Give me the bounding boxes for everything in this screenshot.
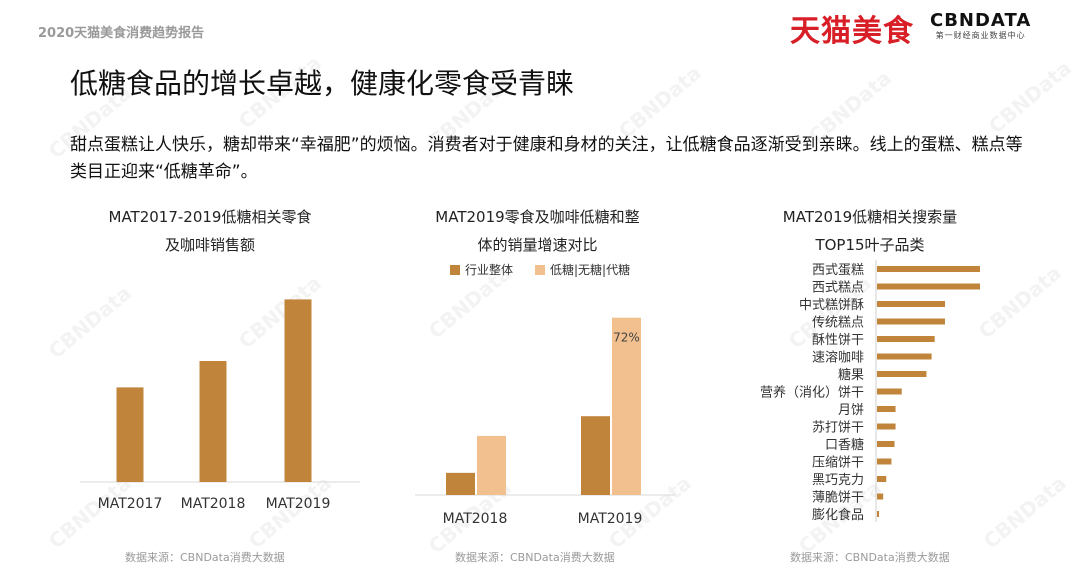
chart3-bar-9 (877, 423, 896, 430)
chart3-bar-6 (877, 371, 927, 377)
chart3-tick-label: 酥性饼干 (812, 333, 864, 348)
chart2-legend-label: 低糖|无糖|代糖 (550, 262, 630, 277)
chart1-tick-label: MAT2019 (266, 496, 331, 512)
chart3-tick-label: 西式糕点 (812, 281, 864, 296)
chart2-tick-label: MAT2019 (578, 511, 643, 527)
chart3-bar-8 (877, 406, 896, 412)
chart2-legend-swatch-1 (535, 265, 545, 275)
chart3-tick-label: 黑巧克力 (812, 473, 864, 488)
chart2-title-line1: MAT2019零食及咖啡低糖和整 (435, 208, 640, 226)
page-title: 低糖食品的增长卓越，健康化零食受青睐 (70, 67, 575, 100)
chart3-tick-label: 苏打饼干 (812, 420, 864, 436)
chart3-bar-13 (877, 493, 884, 500)
chart3-bar-14 (877, 511, 880, 517)
chart2-legend-swatch-0 (450, 265, 460, 275)
cbndata-logo-text: CBNDATA (930, 10, 1032, 31)
watermark: CBNData (613, 60, 706, 144)
chart3-tick-label: 传统糕点 (812, 316, 864, 331)
chart3-bar-5 (877, 353, 932, 360)
chart3-title-line2: TOP15叶子品类 (815, 236, 925, 254)
chart3-bar-11 (877, 458, 892, 465)
chart1-bar-MAT2017 (116, 387, 144, 482)
chart2-title-line2: 体的销量增速对比 (477, 236, 598, 254)
chart2-legend-label: 行业整体 (465, 262, 513, 277)
chart3-bar-3 (877, 318, 945, 325)
cbndata-logo-subtitle: 第一财经商业数据中心 (935, 31, 1026, 40)
chart3-source: 数据来源：CBNData消费大数据 (790, 551, 950, 564)
chart3-title: MAT2019低糖相关搜索量 TOP15叶子品类 (740, 203, 1000, 259)
chart2-bar-MAT2019-0 (581, 416, 610, 495)
chart3-tick-label: 中式糕饼酥 (799, 298, 864, 313)
chart2-tick-label: MAT2018 (443, 511, 508, 527)
chart3-tick-label: 月饼 (838, 403, 864, 418)
chart1-bar-MAT2019 (284, 299, 312, 482)
chart1-title-line2: 及咖啡销售额 (164, 236, 255, 254)
chart2-bar-MAT2019-1 (612, 317, 641, 495)
chart3-bar-10 (877, 441, 895, 447)
chart3-bar-1 (877, 283, 980, 290)
chart1-source: 数据来源：CBNData消费大数据 (125, 551, 285, 564)
chart3-tick-label: 压缩饼干 (812, 455, 864, 471)
chart1-tick-label: MAT2017 (98, 496, 163, 512)
chart3-search-volume-chart: 西式蛋糕西式糕点中式糕饼酥传统糕点酥性饼干速溶咖啡糖果营养（消化）饼干月饼苏打饼… (760, 260, 980, 523)
tmall-food-logo: 天猫美食 (790, 14, 914, 49)
chart2-title: MAT2019零食及咖啡低糖和整 体的销量增速对比 (405, 203, 670, 259)
chart2-data-label: 72% (613, 331, 640, 345)
watermark: CBNData (983, 55, 1076, 139)
chart3-tick-label: 营养（消化）饼干 (760, 385, 864, 401)
chart1-bar-MAT2018 (199, 361, 227, 482)
chart3-bar-12 (877, 476, 887, 482)
chart3-bar-2 (877, 301, 945, 307)
report-tag: 2020天猫美食消费趋势报告 (38, 26, 205, 41)
chart1-tick-label: MAT2018 (181, 496, 246, 512)
chart3-bar-0 (877, 266, 980, 272)
chart3-tick-label: 膨化食品 (812, 507, 864, 523)
chart2-growth-bar-chart: 行业整体 低糖|无糖|代糖 MAT2018 MAT2019 72% (415, 262, 675, 527)
chart3-title-line1: MAT2019低糖相关搜索量 (782, 208, 958, 226)
chart2-bar-MAT2018-1 (477, 435, 506, 495)
chart2-bar-MAT2018-0 (446, 472, 475, 495)
chart1-sales-bar-chart: MAT2017 MAT2018 MAT2019 (80, 299, 360, 512)
chart3-tick-label: 速溶咖啡 (812, 351, 864, 366)
chart3-tick-label: 西式蛋糕 (812, 263, 864, 278)
chart3-bar-7 (877, 388, 902, 395)
chart3-tick-label: 糖果 (838, 367, 864, 383)
chart2-source: 数据来源：CBNData消费大数据 (455, 551, 615, 564)
chart3-bar-4 (877, 336, 935, 342)
cbndata-logo: CBNDATA 第一财经商业数据中心 (930, 10, 1031, 41)
chart3-tick-label: 薄脆饼干 (812, 490, 864, 506)
chart1-title-line1: MAT2017-2019低糖相关零食 (108, 208, 312, 226)
chart1-title: MAT2017-2019低糖相关零食 及咖啡销售额 (70, 203, 350, 259)
intro-paragraph: 甜点蛋糕让人快乐，糖却带来“幸福肥”的烦恼。消费者对于健康和身材的关注，让低糖食… (70, 135, 1023, 182)
chart3-tick-label: 口香糖 (825, 437, 864, 453)
